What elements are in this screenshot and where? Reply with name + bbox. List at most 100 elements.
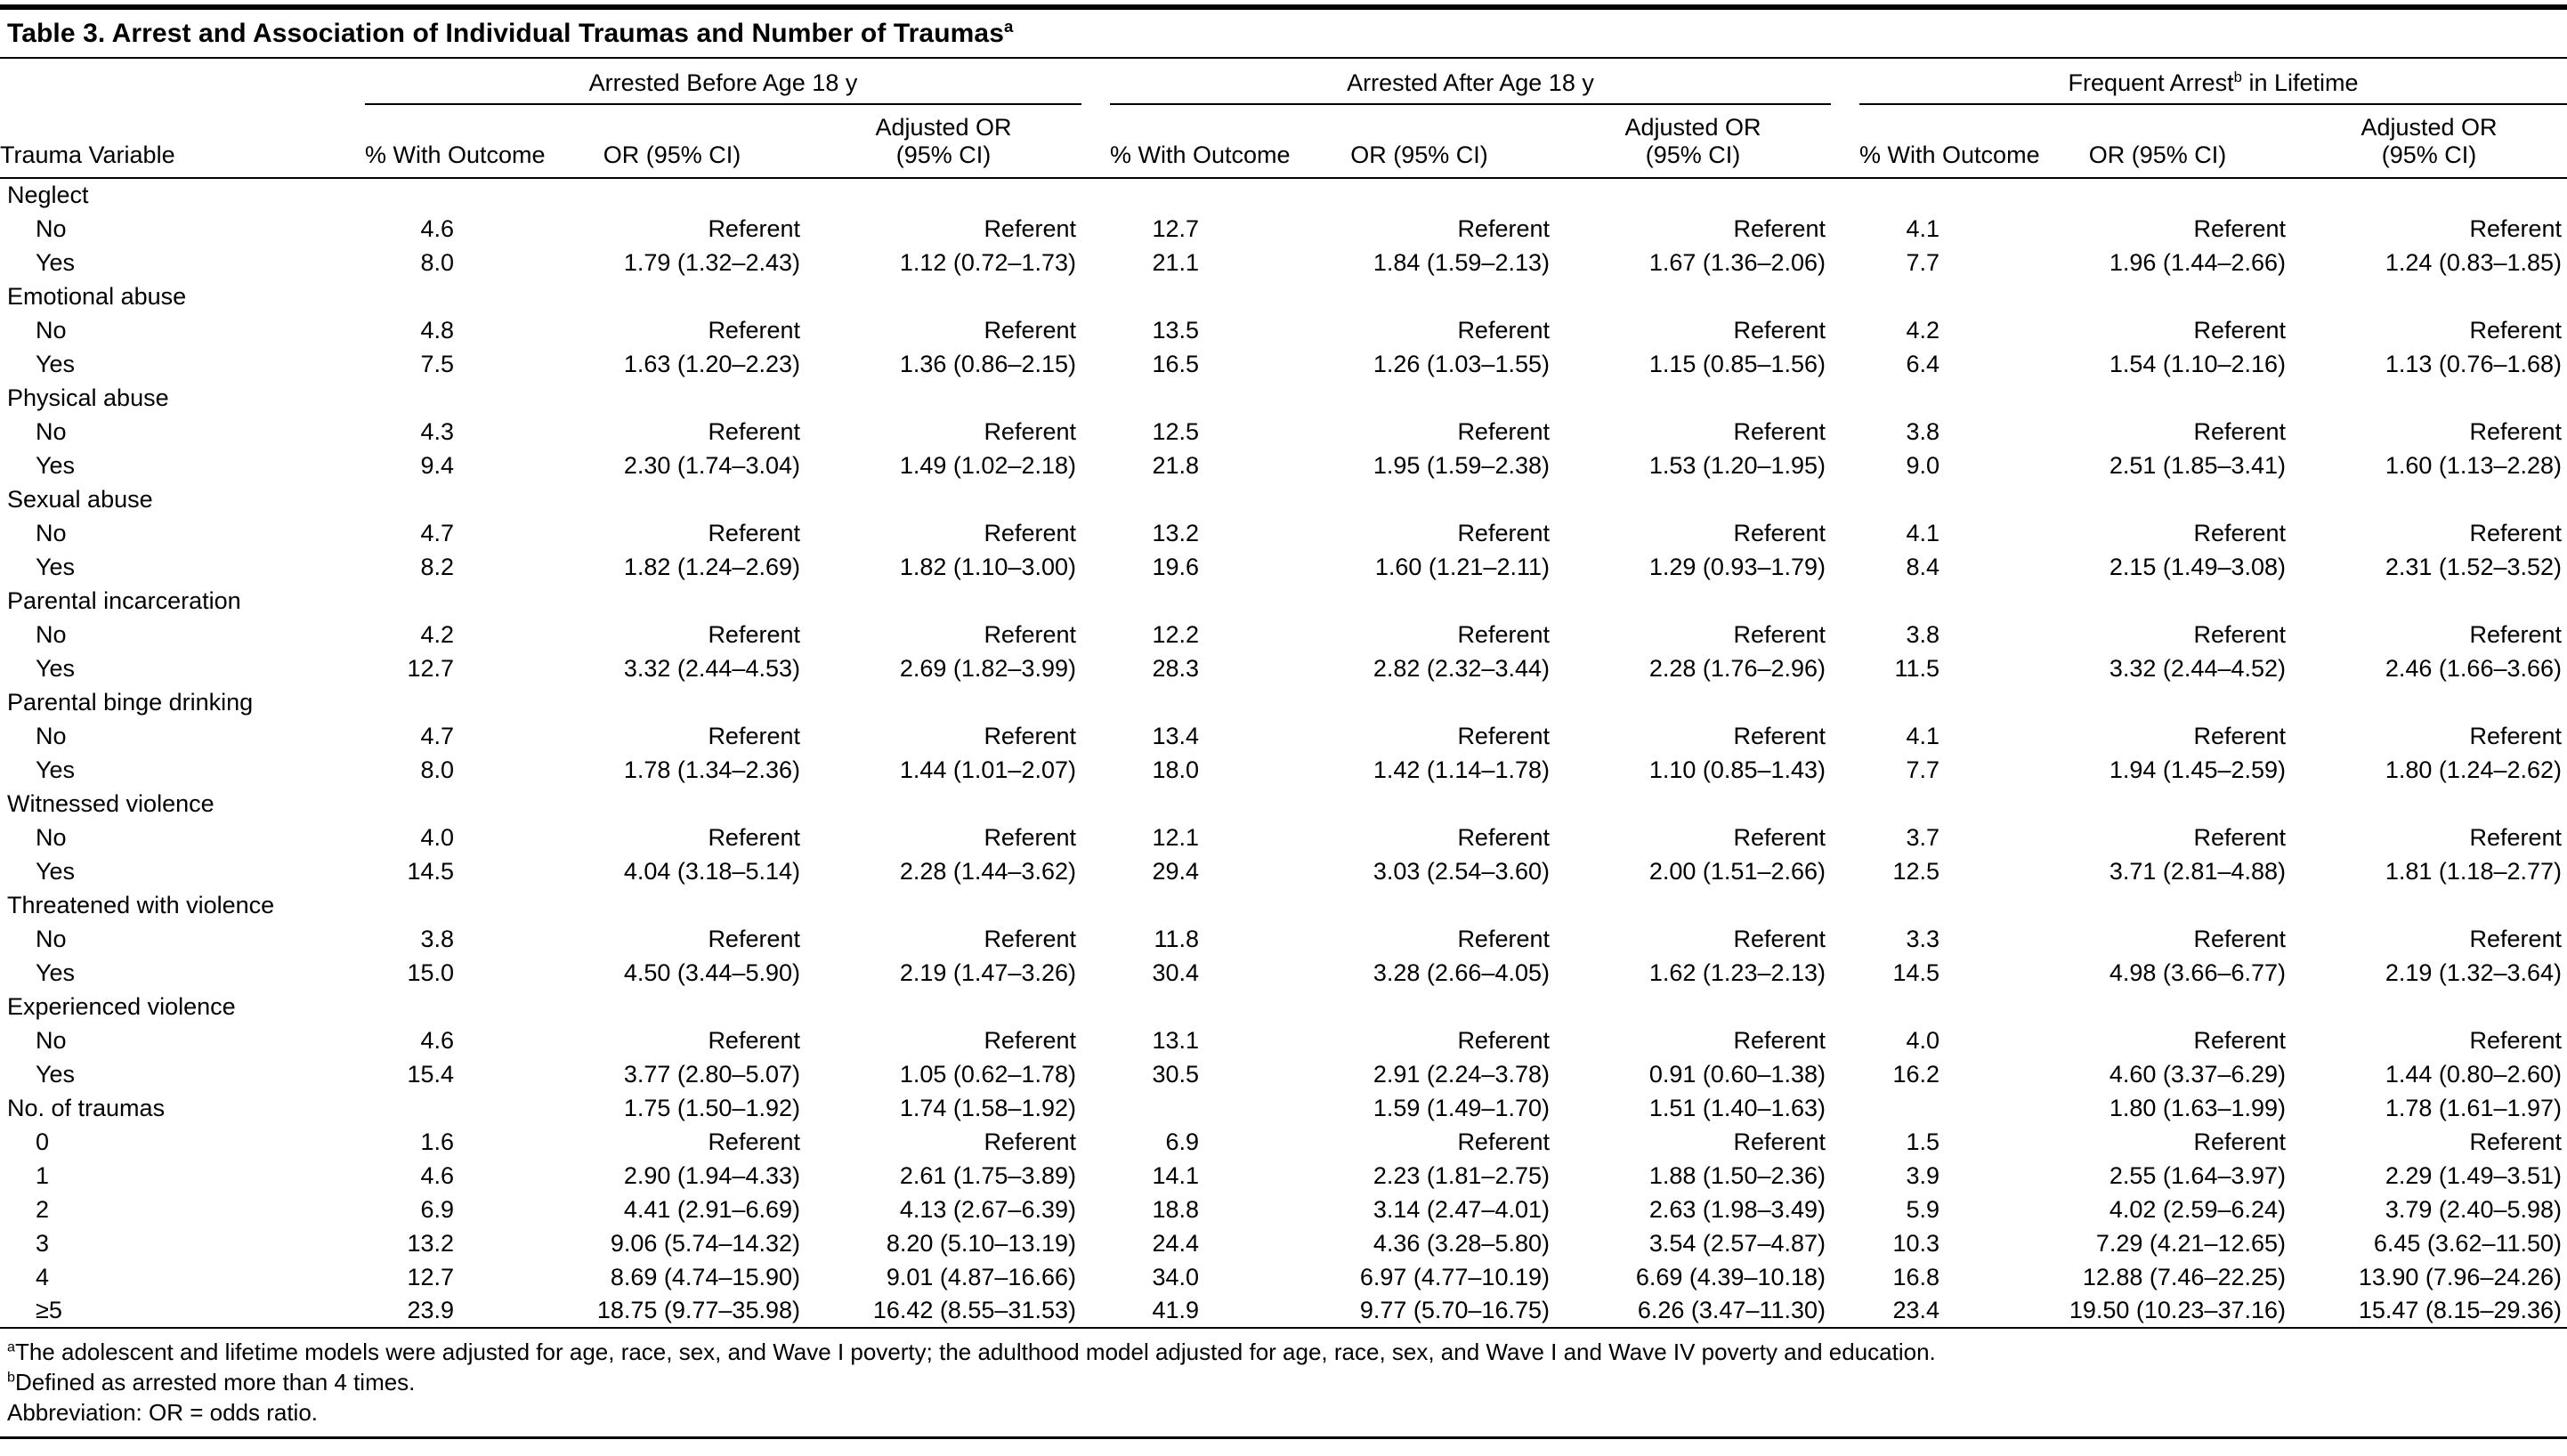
row-label: No [36, 925, 67, 952]
pct-outcome-cell: 13.2 [407, 1229, 454, 1257]
data-row: 3 13.2 9.06 (5.74–14.32) 8.20 (5.10–13.19) 2… [0, 1226, 2567, 1260]
or-cell: Referent [708, 1128, 800, 1155]
pct-outcome-cell: 8.2 [420, 553, 454, 580]
pct-outcome-cell: 9.4 [420, 451, 454, 479]
or-cell [539, 178, 806, 212]
row-label: No [36, 620, 67, 648]
column-gap [1831, 888, 1859, 922]
or-cell: 1.82 (1.24–2.69) [623, 553, 800, 580]
row-label: Yes [36, 553, 76, 580]
column-gap [1831, 956, 1859, 990]
row-label: No [36, 316, 67, 344]
pct-outcome-cell: 4.6 [420, 1026, 454, 1054]
row-label: No [36, 214, 67, 242]
pct-outcome-cell: 24.4 [1152, 1229, 1199, 1257]
adjusted-or-line1: Adjusted OR [2361, 114, 2498, 141]
or-cell [2024, 888, 2291, 922]
column-header-trauma-variable: Trauma Variable [0, 104, 365, 179]
column-gap [1081, 1159, 1110, 1193]
column-gap [1831, 584, 1859, 618]
or-cell: 2.30 (1.74–3.04) [623, 451, 800, 479]
adjusted-or-cell: Referent [2469, 519, 2563, 546]
adjusted-or-cell: 6.26 (3.47–11.30) [1555, 1294, 1832, 1329]
or-cell: Referent [1457, 316, 1550, 344]
adjusted-or-cell [1555, 279, 1831, 313]
adjusted-or-line1: Adjusted OR [1624, 114, 1761, 141]
pct-outcome-cell [365, 787, 539, 821]
column-gap [1081, 990, 1110, 1023]
or-cell: Referent [1457, 1128, 1550, 1155]
pct-outcome-cell: 6.4 [1906, 350, 1940, 377]
column-gap [1831, 1159, 1859, 1193]
column-header-adjusted-or-3: Adjusted OR (95% CI) [2291, 104, 2567, 179]
or-cell: Referent [2193, 417, 2287, 445]
group-label: Arrested Before Age 18 y [588, 69, 858, 96]
data-row: No 4.0 Referent Referent 12.1 Referent Referen… [0, 821, 2567, 854]
row-label: Yes [36, 756, 76, 783]
adjusted-or-cell: Referent [2469, 214, 2563, 242]
pct-outcome-cell [1110, 990, 1284, 1023]
adjusted-or-cell: 4.13 (2.67–6.39) [899, 1195, 1076, 1223]
pct-outcome-cell [1110, 787, 1284, 821]
adjusted-or-cell: Referent [984, 1026, 1076, 1054]
pct-outcome-cell: 21.8 [1152, 451, 1199, 479]
column-gap [1081, 59, 1110, 104]
adjusted-or-cell [1555, 685, 1831, 719]
row-label: 2 [36, 1195, 50, 1223]
adjusted-or-cell: 1.36 (0.86–2.15) [899, 350, 1076, 377]
row-label: Yes [36, 959, 76, 986]
pct-outcome-cell [1859, 178, 2024, 212]
pct-outcome-cell: 13.4 [1152, 722, 1199, 749]
or-cell: 3.32 (2.44–4.53) [623, 654, 800, 682]
column-gap [1081, 246, 1110, 279]
or-cell: Referent [1457, 925, 1550, 952]
adjusted-or-cell: 8.20 (5.10–13.19) [886, 1229, 1076, 1257]
pct-outcome-cell [1110, 381, 1284, 415]
footnote-superscript: a [7, 1339, 15, 1355]
or-cell [539, 990, 806, 1023]
column-gap [1081, 584, 1110, 618]
column-gap [1081, 753, 1110, 787]
adjusted-or-cell: 2.63 (1.98–3.49) [1648, 1195, 1826, 1223]
or-cell: Referent [1457, 519, 1550, 546]
data-row: Yes 15.4 3.77 (2.80–5.07) 1.05 (0.62–1.78) 3… [0, 1057, 2567, 1091]
adjusted-or-cell [2291, 178, 2567, 212]
column-gap [1081, 719, 1110, 753]
or-cell: Referent [1457, 823, 1550, 851]
pct-outcome-cell: 4.8 [420, 316, 454, 344]
adjusted-or-cell [2291, 584, 2567, 618]
adjusted-or-cell [2291, 787, 2567, 821]
row-label: No [36, 417, 67, 445]
adjusted-or-cell: 1.44 (1.01–2.07) [899, 756, 1076, 783]
adjusted-or-cell [1555, 787, 1831, 821]
pct-outcome-cell: 1.6 [420, 1128, 454, 1155]
column-gap [1081, 854, 1110, 888]
pct-outcome-cell: 14.5 [407, 857, 454, 885]
or-cell: Referent [708, 1026, 800, 1054]
adjusted-or-cell: 1.81 (1.18–2.77) [2385, 857, 2563, 885]
column-header-or-2: OR (95% CI) [1284, 104, 1555, 179]
footnote-abbreviation: Abbreviation: OR = odds ratio. [7, 1397, 2558, 1428]
column-gap [1831, 685, 1859, 719]
or-cell: Referent [2193, 722, 2287, 749]
pct-outcome-cell: 12.5 [1152, 417, 1199, 445]
adjusted-or-cell: Referent [2469, 823, 2563, 851]
or-cell: 2.15 (1.49–3.08) [2109, 553, 2287, 580]
column-gap [1081, 1260, 1110, 1294]
or-cell [539, 584, 806, 618]
group-header-spacer [0, 59, 365, 104]
pct-outcome-cell: 30.4 [1152, 959, 1199, 986]
or-cell: 1.63 (1.20–2.23) [623, 350, 800, 377]
data-row: 1 4.6 2.90 (1.94–4.33) 2.61 (1.75–3.89) 14.1… [0, 1159, 2567, 1193]
pct-outcome-cell: 4.1 [1906, 214, 1940, 242]
adjusted-or-cell: 13.90 (7.96–24.26) [2358, 1263, 2563, 1290]
or-cell [1284, 178, 1555, 212]
adjusted-or-cell: Referent [1733, 316, 1826, 344]
adjusted-or-cell: 0.91 (0.60–1.38) [1648, 1060, 1826, 1088]
data-row: 0 1.6 Referent Referent 6.9 Referent Referent 1… [0, 1125, 2567, 1159]
or-cell: 2.91 (2.24–3.78) [1373, 1060, 1550, 1088]
pct-outcome-cell [1859, 279, 2024, 313]
adjusted-or-cell: Referent [984, 316, 1076, 344]
adjusted-or-cell: 1.82 (1.10–3.00) [899, 553, 1076, 580]
